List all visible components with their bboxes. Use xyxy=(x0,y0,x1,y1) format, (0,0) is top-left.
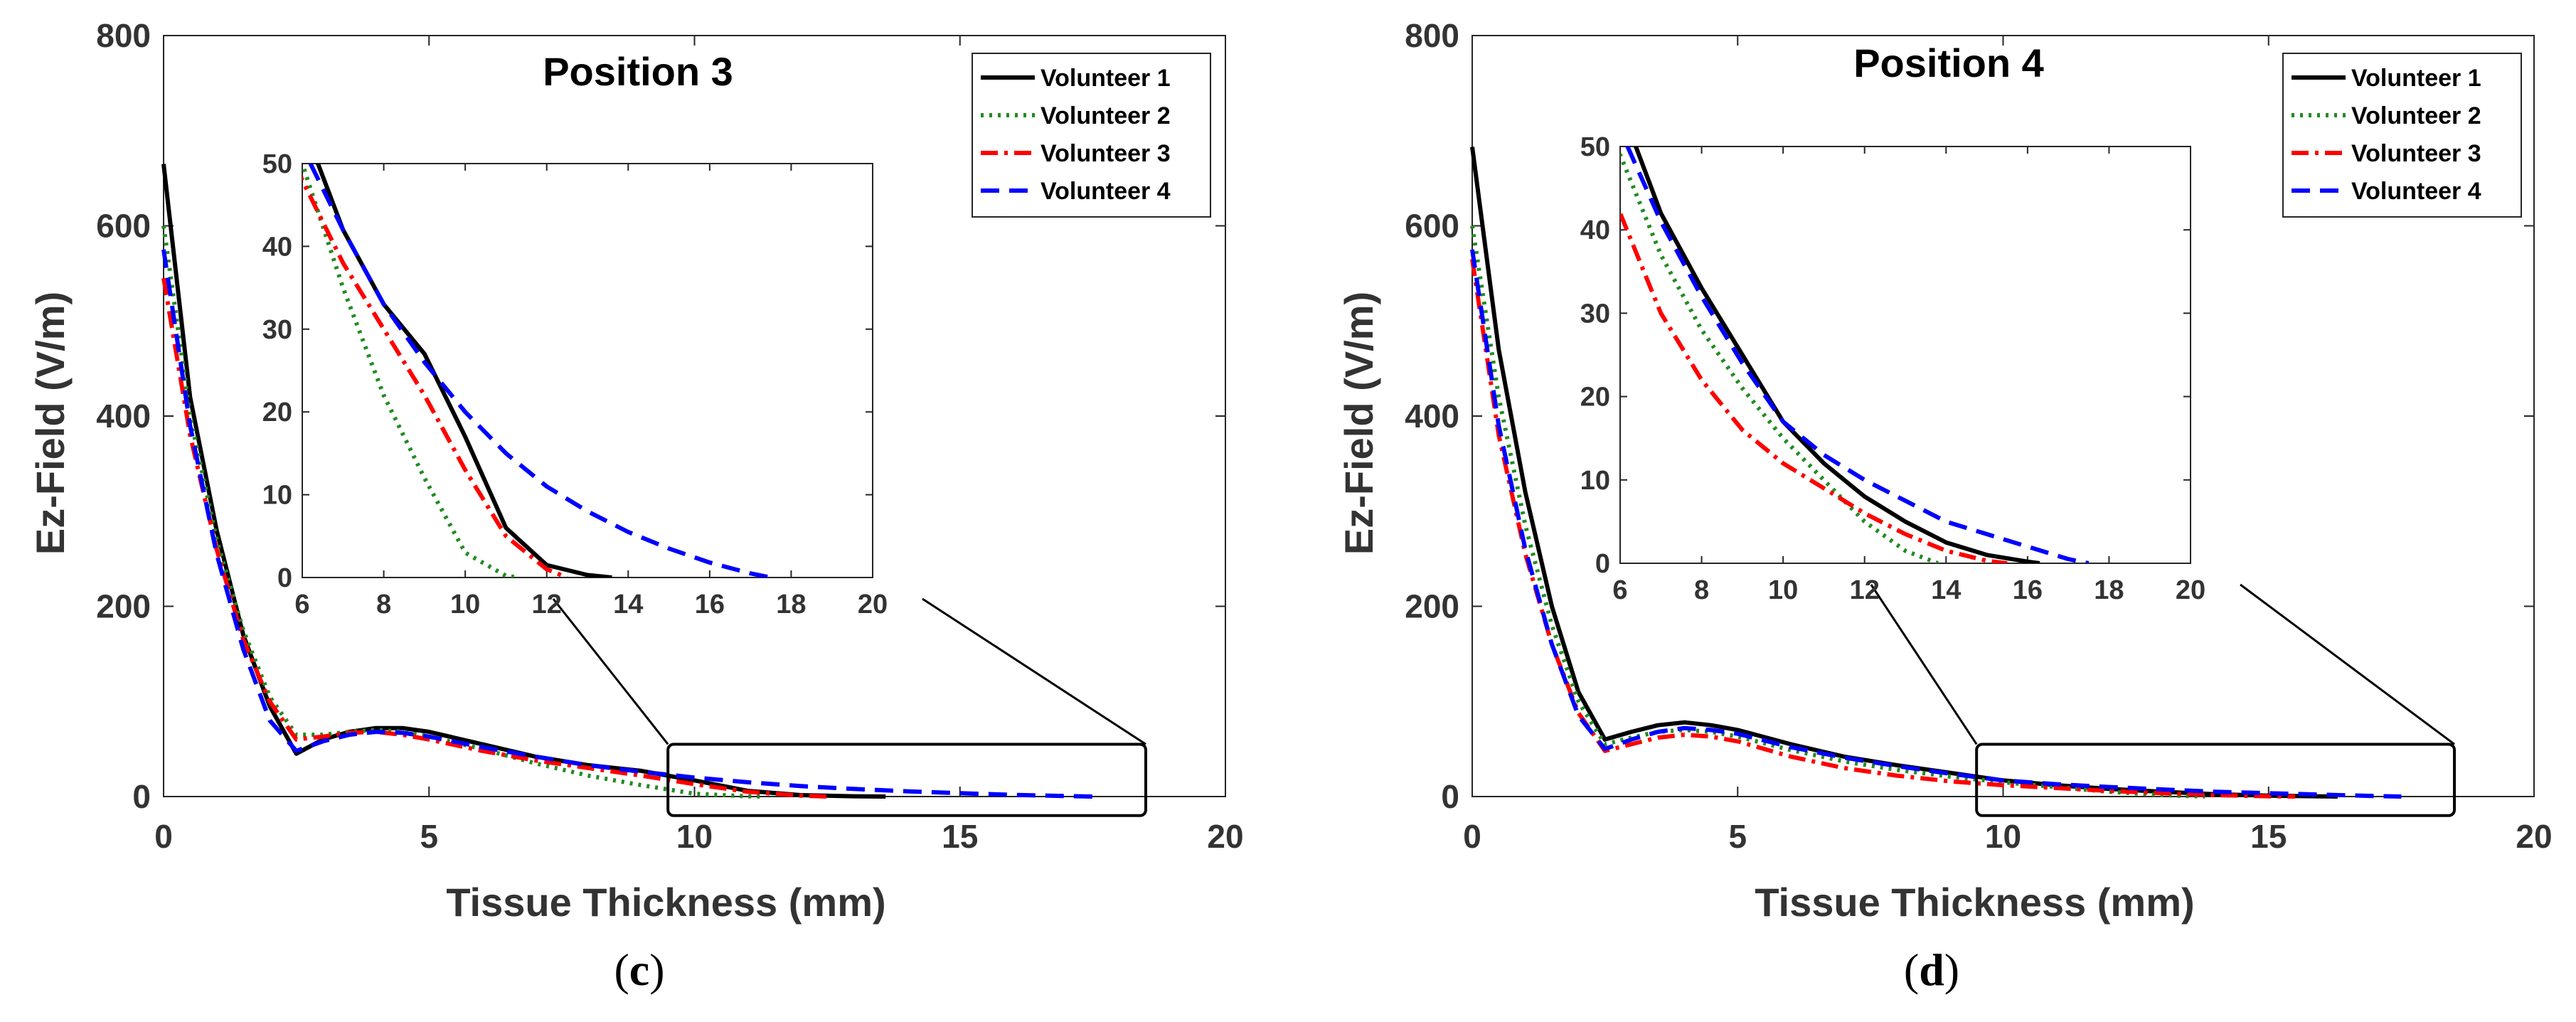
caption-close-paren: ) xyxy=(1944,944,1959,995)
y-tick-label: 200 xyxy=(96,588,151,625)
legend: Volunteer 1 Volunteer 2 Volunteer 3 Volunte… xyxy=(2282,53,2522,218)
legend-label-3: Volunteer 3 xyxy=(1040,140,1171,167)
y-axis-label: Ez-Field (V/m) xyxy=(28,292,73,555)
legend-label-3: Volunteer 3 xyxy=(2351,140,2481,167)
inset-x-tick-label: 12 xyxy=(1850,575,1880,605)
inset-series-line-1 xyxy=(1633,147,2040,563)
inset-x-tick-label: 6 xyxy=(1612,575,1627,605)
inset-x-tick-label: 20 xyxy=(2176,575,2205,605)
x-tick-label: 0 xyxy=(154,818,173,855)
y-tick-label: 600 xyxy=(1405,208,1459,245)
caption-letter: d xyxy=(1919,944,1944,995)
inset-y-tick-label: 20 xyxy=(262,398,292,427)
inset-x-tick-label: 18 xyxy=(776,590,806,619)
inset-y-tick-label: 20 xyxy=(1580,383,1610,412)
inset-x-tick-label: 10 xyxy=(450,590,480,619)
series-line-2 xyxy=(161,225,764,799)
inset-x-tick-label: 10 xyxy=(1768,575,1798,605)
chart-title: Position 3 xyxy=(543,49,733,94)
zoom-connector xyxy=(552,598,669,745)
y-tick-label: 800 xyxy=(1405,17,1459,54)
inset-x-tick-label: 14 xyxy=(613,590,643,619)
y-tick-label: 200 xyxy=(1405,588,1459,625)
inset-y-tick-label: 0 xyxy=(277,563,292,593)
x-tick-label: 10 xyxy=(1985,818,2021,855)
inset-y-tick-label: 40 xyxy=(1580,215,1610,245)
inset-series-group xyxy=(1620,147,2090,563)
inset-y-tick-label: 30 xyxy=(1580,299,1610,329)
inset-y-tick-label: 0 xyxy=(1595,549,1610,579)
series-line-3 xyxy=(161,277,828,799)
panel-caption: (c) xyxy=(614,944,664,995)
series-line-2 xyxy=(1470,225,2205,799)
series-line-4 xyxy=(161,249,1093,799)
inset-x-tick-label: 20 xyxy=(858,590,888,619)
zoom-box xyxy=(1975,742,2457,817)
chart-title: Position 4 xyxy=(1853,41,2044,85)
x-axis-label: Tissue Thickness (mm) xyxy=(446,880,885,925)
inset-area xyxy=(1619,146,2191,564)
panel-caption: (d) xyxy=(1904,944,1959,995)
inset-x-tick-label: 8 xyxy=(376,590,391,619)
inset-x-tick-label: 8 xyxy=(1694,575,1709,605)
y-tick-label: 600 xyxy=(96,208,151,245)
y-axis-label: Ez-Field (V/m) xyxy=(1336,292,1381,555)
zoom-box xyxy=(666,742,1148,817)
legend-label-1: Volunteer 1 xyxy=(1040,65,1171,92)
caption-letter: c xyxy=(629,944,649,995)
legend-label-4: Volunteer 4 xyxy=(2351,178,2481,205)
inset-series-group xyxy=(302,164,772,577)
inset-area xyxy=(302,163,873,578)
inset-y-tick-label: 50 xyxy=(1580,132,1610,162)
x-tick-label: 20 xyxy=(2516,818,2552,855)
legend-label-2: Volunteer 2 xyxy=(1040,102,1171,129)
x-tick-label: 5 xyxy=(420,818,438,855)
x-tick-label: 10 xyxy=(676,818,713,855)
inset-series-line-1 xyxy=(315,164,612,577)
inset-y-tick-label: 10 xyxy=(1580,466,1610,496)
y-tick-label: 400 xyxy=(96,398,151,435)
inset-x-tick-label: 12 xyxy=(532,590,562,619)
inset-y-tick-label: 40 xyxy=(262,232,292,262)
caption-open-paren: ( xyxy=(1904,944,1919,995)
legend: Volunteer 1 Volunteer 2 Volunteer 3 Volunte… xyxy=(972,53,1211,218)
inset-x-tick-label: 18 xyxy=(2094,575,2124,605)
x-axis-label: Tissue Thickness (mm) xyxy=(1755,880,2194,925)
inset-plot: 6 8 10 12 14 16 18 20 0 10 20 30 40 50 xyxy=(1580,132,2205,605)
caption-close-paren: ) xyxy=(649,944,664,995)
zoom-connector xyxy=(1870,584,1978,745)
legend-label-2: Volunteer 2 xyxy=(2351,102,2481,129)
inset-x-tick-label: 6 xyxy=(294,590,309,619)
inset-series-line-3 xyxy=(302,174,568,577)
caption-open-paren: ( xyxy=(614,944,629,995)
legend-label-1: Volunteer 1 xyxy=(2351,65,2481,92)
zoom-connector xyxy=(2240,583,2455,745)
inset-plot: 6 8 10 12 14 16 18 20 0 10 20 30 40 50 xyxy=(262,149,888,619)
series-line-4 xyxy=(1470,249,2402,799)
zoom-connector xyxy=(922,597,1146,745)
y-tick-label: 0 xyxy=(1441,778,1459,815)
legend-label-4: Volunteer 4 xyxy=(1040,178,1171,205)
x-tick-label: 0 xyxy=(1463,818,1481,855)
x-tick-label: 5 xyxy=(1728,818,1747,855)
series-line-3 xyxy=(1470,258,2296,799)
inset-y-tick-label: 30 xyxy=(262,315,292,345)
inset-y-tick-label: 10 xyxy=(262,481,292,511)
y-tick-label: 0 xyxy=(132,778,151,815)
x-tick-label: 15 xyxy=(2250,818,2287,855)
inset-x-tick-label: 16 xyxy=(695,590,725,619)
x-tick-label: 15 xyxy=(942,818,978,855)
inset-series-line-4 xyxy=(1625,147,2090,563)
x-tick-label: 20 xyxy=(1207,818,1243,855)
y-tick-label: 400 xyxy=(1405,398,1459,435)
inset-x-tick-label: 14 xyxy=(1931,575,1961,605)
inset-x-tick-label: 16 xyxy=(2013,575,2043,605)
inset-y-tick-label: 50 xyxy=(262,149,292,179)
y-tick-label: 800 xyxy=(96,17,151,54)
